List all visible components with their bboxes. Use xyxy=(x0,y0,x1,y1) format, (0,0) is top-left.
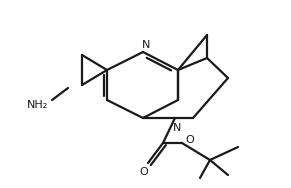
Text: N: N xyxy=(173,123,181,133)
Text: NH₂: NH₂ xyxy=(27,100,49,110)
Text: N: N xyxy=(142,40,150,50)
Text: O: O xyxy=(185,135,194,145)
Text: O: O xyxy=(140,167,148,177)
